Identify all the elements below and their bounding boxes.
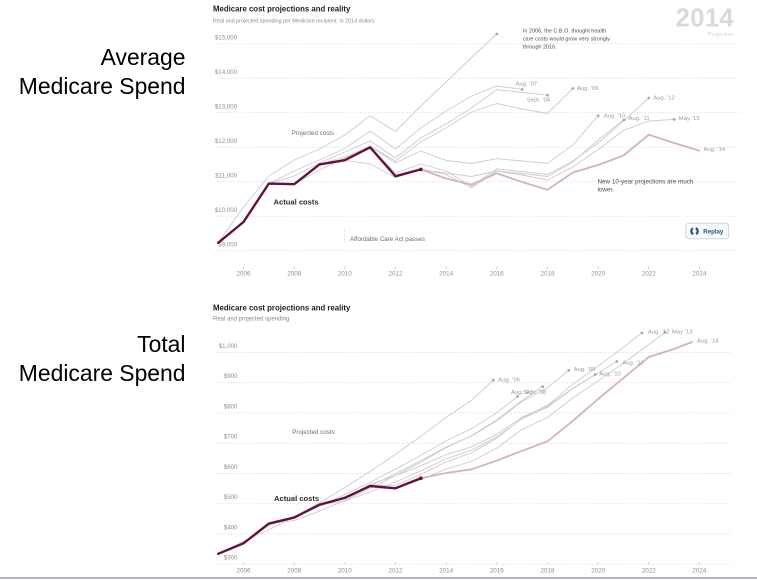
- svg-text:Real and projected spending pe: Real and projected spending per Medicare…: [213, 18, 375, 24]
- svg-text:Medicare cost projections and: Medicare cost projections and reality: [213, 5, 351, 14]
- svg-text:2020: 2020: [591, 568, 606, 575]
- svg-text:Aug. ’07: Aug. ’07: [511, 390, 533, 396]
- svg-text:New 10-year projections are mu: New 10-year projections are much: [598, 178, 694, 185]
- svg-text:May ’13: May ’13: [679, 116, 700, 122]
- svg-text:$15,000: $15,000: [215, 35, 238, 42]
- svg-text:Sept. ’08: Sept. ’08: [523, 390, 547, 396]
- svg-text:2018: 2018: [540, 568, 555, 575]
- svg-text:2018: 2018: [540, 271, 555, 278]
- svg-text:2008: 2008: [287, 271, 302, 278]
- svg-text:$11,000: $11,000: [215, 173, 237, 180]
- svg-text:Aug. ’11: Aug. ’11: [629, 116, 650, 122]
- svg-text:Aug. ’09: Aug. ’09: [574, 367, 596, 373]
- svg-text:through 2016.: through 2016.: [523, 44, 557, 50]
- svg-text:2016: 2016: [490, 271, 505, 278]
- svg-text:2024: 2024: [692, 271, 707, 278]
- svg-text:$900: $900: [224, 373, 238, 380]
- svg-text:Real and projected spending: Real and projected spending: [213, 316, 289, 322]
- svg-text:Aug. ’07: Aug. ’07: [516, 82, 538, 88]
- svg-text:$800: $800: [224, 403, 238, 410]
- svg-text:Aug. ’12: Aug. ’12: [648, 330, 670, 336]
- svg-text:$600: $600: [224, 464, 238, 471]
- svg-text:Aug. ’14: Aug. ’14: [697, 338, 719, 344]
- svg-text:Projected costs: Projected costs: [292, 429, 334, 436]
- svg-text:Projected costs: Projected costs: [292, 130, 334, 137]
- svg-text:2024: 2024: [692, 568, 707, 575]
- svg-text:$500: $500: [224, 494, 238, 501]
- svg-text:Aug. ’12: Aug. ’12: [653, 95, 675, 101]
- svg-text:2006: 2006: [236, 568, 251, 575]
- svg-text:Aug. ’10: Aug. ’10: [604, 114, 626, 120]
- svg-text:Aug. ’09: Aug. ’09: [577, 86, 599, 92]
- svg-text:$13,000: $13,000: [215, 104, 238, 111]
- svg-text:$14,000: $14,000: [215, 69, 238, 76]
- svg-text:Affordable Care Act passes: Affordable Care Act passes: [350, 236, 425, 243]
- svg-text:Aug. ’11: Aug. ’11: [622, 360, 643, 366]
- svg-text:Medicare cost projections and: Medicare cost projections and reality: [213, 304, 351, 313]
- svg-text:$10,000: $10,000: [215, 207, 238, 214]
- svg-text:Projection: Projection: [708, 32, 734, 38]
- svg-text:2016: 2016: [490, 568, 505, 575]
- svg-text:2020: 2020: [591, 271, 606, 278]
- svg-text:Replay: Replay: [703, 229, 724, 236]
- svg-text:$400: $400: [224, 524, 238, 531]
- svg-text:2022: 2022: [642, 568, 657, 575]
- svg-text:2010: 2010: [338, 568, 353, 575]
- svg-text:$300: $300: [224, 555, 238, 562]
- svg-text:Aug. ’06: Aug. ’06: [498, 378, 520, 384]
- svg-text:2022: 2022: [642, 271, 657, 278]
- svg-text:May ’13: May ’13: [672, 330, 693, 336]
- svg-text:lower.: lower.: [598, 186, 615, 193]
- svg-text:2010: 2010: [338, 271, 353, 278]
- svg-text:$1,000: $1,000: [219, 343, 238, 350]
- svg-text:2008: 2008: [287, 568, 302, 575]
- svg-text:2006: 2006: [236, 271, 251, 278]
- svg-text:2014: 2014: [439, 271, 454, 278]
- svg-text:Actual costs: Actual costs: [274, 197, 319, 206]
- svg-text:2014: 2014: [439, 568, 454, 575]
- svg-text:$700: $700: [224, 434, 238, 441]
- svg-text:2012: 2012: [388, 271, 403, 278]
- svg-text:care costs would grow very str: care costs would grow very strongly: [523, 36, 610, 42]
- svg-text:2014: 2014: [676, 4, 735, 32]
- svg-text:$9,000: $9,000: [218, 242, 237, 249]
- svg-text:Sept. ’08: Sept. ’08: [527, 97, 551, 103]
- svg-text:In 2006, the C.B.O. thought he: In 2006, the C.B.O. thought health: [523, 28, 606, 34]
- svg-text:$12,000: $12,000: [215, 138, 238, 145]
- svg-text:Aug. ’10: Aug. ’10: [599, 371, 621, 377]
- svg-text:Aug. ’14: Aug. ’14: [704, 147, 726, 153]
- svg-text:Actual costs: Actual costs: [274, 494, 319, 503]
- svg-text:2012: 2012: [388, 568, 403, 575]
